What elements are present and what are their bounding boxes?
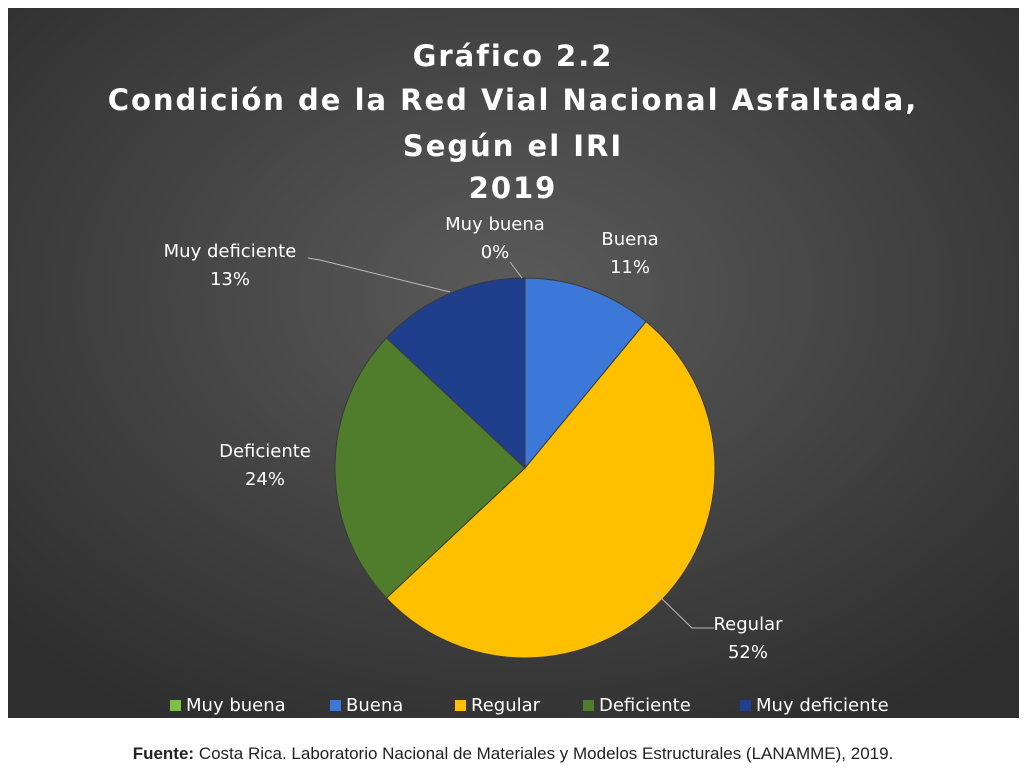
data-label-value: 11%: [610, 257, 650, 278]
pie-slice: [385, 277, 526, 470]
chart-title: 2019: [469, 171, 558, 205]
legend-label: Muy deficiente: [756, 695, 889, 716]
legend-label: Regular: [471, 695, 541, 716]
pie-slice: [334, 337, 526, 599]
data-label-value: 24%: [245, 469, 285, 490]
leader-line: [307, 257, 451, 293]
chart-title: Condición de la Red Vial Nacional Asfalt…: [108, 83, 919, 117]
legend-swatch: [330, 700, 341, 711]
legend-label: Muy buena: [186, 695, 286, 716]
data-label-value: 52%: [728, 642, 768, 663]
leader-line: [509, 261, 523, 279]
source-text: Costa Rica. Laboratorio Nacional de Mate…: [199, 744, 893, 763]
legend-label: Buena: [346, 695, 403, 716]
source: Fuente: Costa Rica. Laboratorio Nacional…: [133, 744, 894, 763]
data-label-name: Muy buena: [445, 214, 545, 235]
data-label-name: Muy deficiente: [164, 241, 297, 262]
pie-slice: [524, 277, 647, 470]
data-label-value: 13%: [210, 269, 250, 290]
legend-swatch: [583, 700, 594, 711]
source-label: Fuente:: [133, 744, 194, 763]
legend-swatch: [170, 700, 181, 711]
chart-title: Según el IRI: [403, 129, 623, 163]
chart-title: Gráfico 2.2: [413, 39, 614, 73]
legend-label: Deficiente: [599, 695, 691, 716]
legend-swatch: [455, 700, 466, 711]
data-label-name: Deficiente: [219, 441, 311, 462]
leader-line: [654, 591, 714, 629]
pie-slice: [385, 320, 716, 659]
data-label-name: Regular: [713, 614, 783, 635]
legend-swatch: [740, 700, 751, 711]
data-label-value: 0%: [481, 242, 510, 263]
data-label-name: Buena: [601, 229, 658, 250]
